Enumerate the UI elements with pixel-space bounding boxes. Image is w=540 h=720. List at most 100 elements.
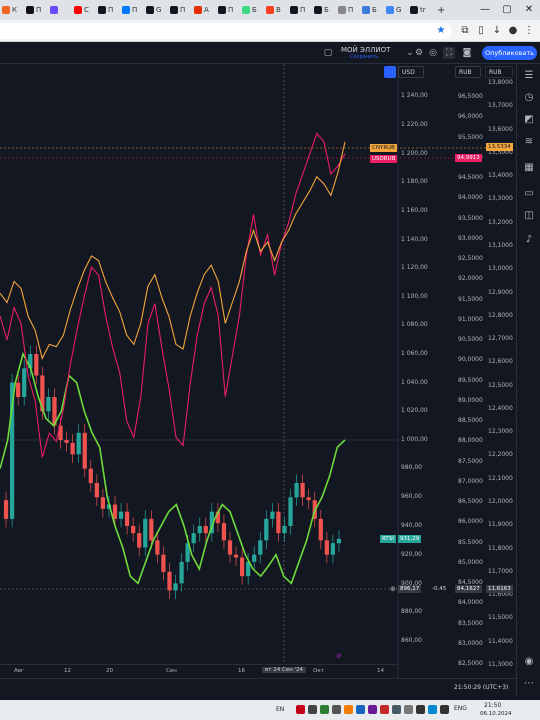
mid-currency-select[interactable]: USD — [398, 66, 424, 78]
new-tab-button[interactable]: + — [437, 4, 446, 16]
help-icon[interactable]: ◉ — [524, 656, 534, 667]
cnyrub-tick-label: 11,9000 — [488, 521, 513, 529]
right-currency-select[interactable]: RUB — [455, 66, 481, 78]
maximize-button[interactable]: ▢ — [502, 4, 512, 15]
browser-tab[interactable]: П — [290, 2, 314, 18]
taskbar-app-icon[interactable] — [356, 705, 365, 714]
sidebar-icon[interactable]: ▯ — [478, 25, 484, 36]
browser-tab[interactable]: С — [74, 2, 98, 18]
utc-clock[interactable]: 21:50:29 (UTC+3) — [454, 684, 509, 691]
candle-body — [46, 397, 51, 412]
taskbar-time[interactable]: 21:50 — [484, 702, 502, 709]
calendar-icon[interactable]: ▦ — [524, 162, 534, 173]
cnyrub-tick-label: 12,5000 — [488, 381, 513, 389]
browser-tab[interactable]: tr — [410, 2, 434, 18]
yandex-icon — [266, 6, 274, 14]
browser-tab[interactable]: Б — [362, 2, 386, 18]
candle-body — [118, 511, 124, 519]
time-axis[interactable]: Авг 12 20 Сен 16 Окт 14 — [0, 664, 398, 678]
candle-body — [34, 354, 39, 376]
profile-avatar-icon[interactable]: ● — [508, 25, 518, 36]
cnyrub-tick-label: 12,8000 — [488, 311, 513, 319]
menu-dots-icon[interactable]: ⋮ — [524, 25, 534, 36]
browser-tab[interactable]: В — [266, 2, 290, 18]
publish-button[interactable]: Опубликовать — [482, 46, 537, 60]
streams-icon[interactable]: ◫ — [524, 210, 534, 221]
layers-icon[interactable]: ≋ — [524, 136, 534, 147]
event-marker-icon[interactable]: ⊘ — [336, 652, 342, 660]
candle-body — [9, 382, 15, 519]
candle-body — [227, 540, 233, 555]
crosshair-cny-label: 11,6163 — [486, 585, 513, 593]
taskbar-date[interactable]: 06.10.2024 — [480, 711, 512, 717]
browser-tab[interactable]: А — [194, 2, 218, 18]
candle-body — [239, 557, 245, 577]
right-sidebar: ☰ ◷ ◩ ≋ ▦ ▭ ◫ ♪ ◉ ⋯ — [516, 64, 540, 696]
cnyrub-tick-label: 13,4000 — [488, 172, 513, 180]
rts-tick-label: 1 200,00 — [401, 150, 428, 157]
layout-dropdown-icon[interactable]: ⌄ — [406, 48, 414, 58]
browser-tab-label: G — [396, 6, 402, 14]
browser-tab[interactable]: G — [386, 2, 410, 18]
taskbar-lang2[interactable]: EN — [276, 706, 285, 713]
taskbar-app-icon[interactable] — [320, 705, 329, 714]
taskbar-app-icon[interactable] — [368, 705, 377, 714]
alerts-clock-icon[interactable]: ◷ — [524, 92, 534, 103]
taskbar-app-icon[interactable] — [308, 705, 317, 714]
layout-select-icon[interactable]: ▢ — [323, 48, 333, 58]
usdrub-tick-label: 94,5000 — [458, 174, 483, 181]
fullscreen-icon[interactable]: ⛶ — [443, 47, 455, 59]
taskbar-lang[interactable]: ENG — [454, 705, 467, 712]
notifications-bell-icon[interactable]: ♪ — [525, 234, 533, 245]
candle-body — [276, 511, 281, 534]
layout-name[interactable]: МОЙ ЭЛЛИОТ — [341, 46, 391, 54]
browser-tab[interactable]: К — [2, 2, 26, 18]
browser-tab[interactable] — [50, 2, 74, 18]
browser-tab[interactable]: П — [170, 2, 194, 18]
candle-body — [40, 375, 45, 412]
browser-tab[interactable]: П — [122, 2, 146, 18]
extensions-icon[interactable]: ⧉ — [461, 25, 469, 36]
cny-currency-select[interactable]: RUB — [485, 66, 513, 78]
browser-tab[interactable]: П — [26, 2, 50, 18]
taskbar-app-icon[interactable] — [416, 705, 425, 714]
browser-tab[interactable]: П — [98, 2, 122, 18]
browser-tab[interactable]: Б — [314, 2, 338, 18]
settings-gear-icon[interactable]: ⚙ — [414, 48, 424, 58]
bookmark-star-icon[interactable]: ★ — [436, 25, 446, 36]
ideas-icon[interactable]: ◩ — [524, 114, 534, 125]
snapshot-camera-icon[interactable]: ◎ — [429, 48, 437, 58]
watchlist-icon[interactable]: ☰ — [524, 70, 534, 81]
usdrub-tick-label: 94,0000 — [458, 194, 483, 202]
taskbar-app-icon[interactable] — [440, 705, 449, 714]
options-icon[interactable]: ⋯ — [524, 678, 534, 689]
candle-body — [76, 432, 81, 455]
taskbar-app-icon[interactable] — [404, 705, 413, 714]
chat-icon[interactable]: ▭ — [524, 188, 534, 199]
url-field[interactable] — [0, 23, 452, 39]
minimize-button[interactable]: — — [480, 4, 490, 15]
cnyrub-name-label: CNYRUB — [370, 144, 397, 152]
scale-link-toggle[interactable] — [384, 66, 396, 78]
web-icon — [362, 6, 370, 14]
usdrub-tick-label: 92,0000 — [458, 275, 483, 283]
browser-tab[interactable]: Б — [242, 2, 266, 18]
close-window-button[interactable]: ✕ — [524, 4, 534, 15]
taskbar-app-icon[interactable] — [296, 705, 305, 714]
browser-tab[interactable]: П — [338, 2, 362, 18]
taskbar-app-icon[interactable] — [380, 705, 389, 714]
rts-tick-label: 1 160,00 — [401, 207, 428, 214]
taskbar-app-icon[interactable] — [344, 705, 353, 714]
downloads-icon[interactable]: ↓ — [492, 25, 502, 36]
camera-icon[interactable]: ◙ — [462, 48, 472, 58]
browser-tab[interactable]: П — [218, 2, 242, 18]
candle-body — [203, 526, 208, 534]
taskbar-app-icon[interactable] — [428, 705, 437, 714]
candle-body — [143, 518, 148, 548]
cnyrub-tick-label: 11,6000 — [488, 591, 513, 599]
crosshair-add-icon[interactable]: ⊕ — [390, 585, 396, 593]
taskbar-app-icon[interactable] — [392, 705, 401, 714]
taskbar-app-icon[interactable] — [332, 705, 341, 714]
browser-tab[interactable]: G — [146, 2, 170, 18]
usdrub-tick-label: 88,0000 — [458, 437, 483, 445]
